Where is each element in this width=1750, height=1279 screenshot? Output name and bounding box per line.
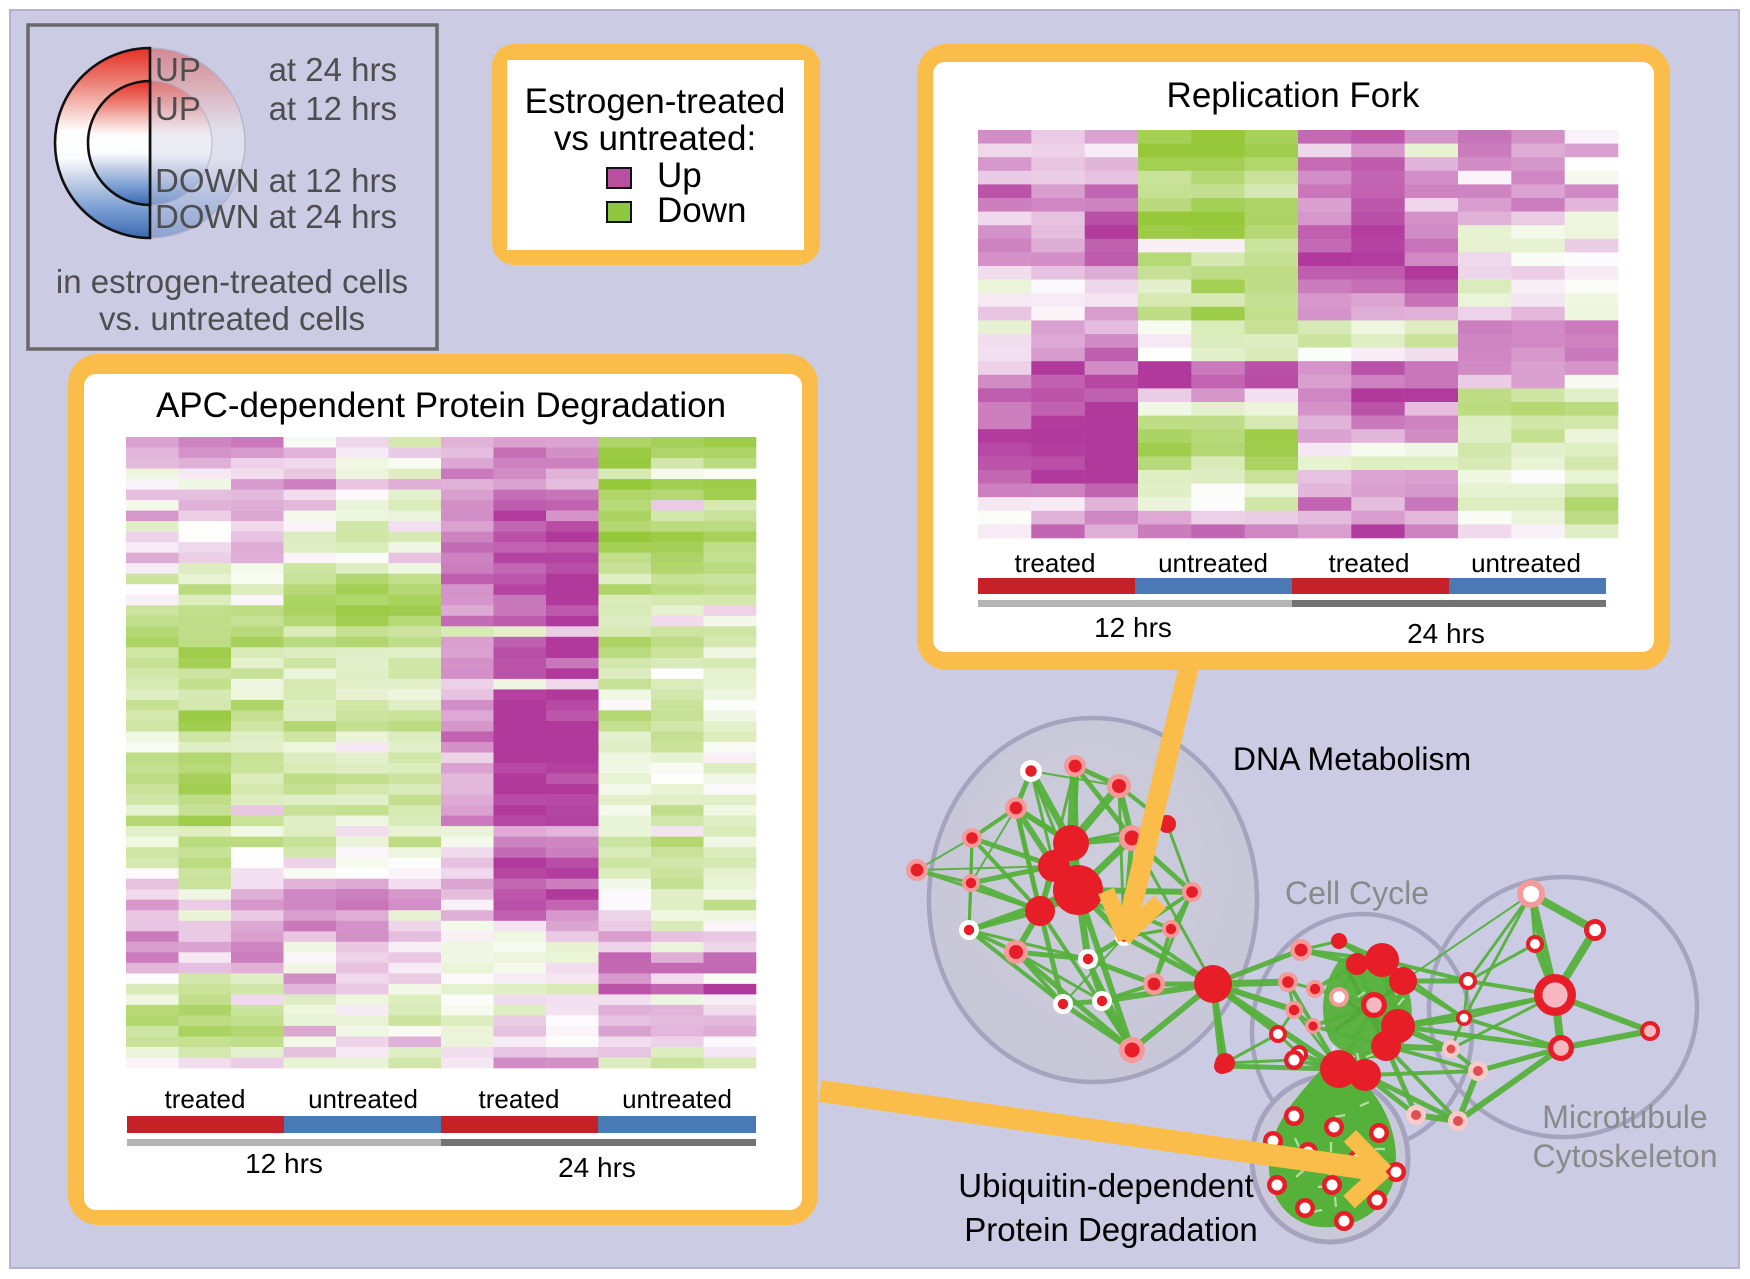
- svg-text:APC-dependent Protein Degradat: APC-dependent Protein Degradation: [156, 386, 726, 425]
- svg-text:at 12 hrs: at 12 hrs: [269, 162, 397, 199]
- svg-text:Protein Degradation: Protein Degradation: [964, 1211, 1258, 1248]
- svg-text:DOWN: DOWN: [155, 162, 259, 199]
- svg-text:Estrogen-treated: Estrogen-treated: [525, 82, 786, 121]
- svg-text:12 hrs: 12 hrs: [245, 1148, 323, 1179]
- svg-text:Ubiquitin-dependent: Ubiquitin-dependent: [958, 1167, 1253, 1204]
- svg-text:Cell Cycle: Cell Cycle: [1285, 875, 1429, 911]
- svg-text:Cytoskeleton: Cytoskeleton: [1533, 1138, 1718, 1174]
- svg-text:DOWN: DOWN: [155, 198, 259, 235]
- svg-text:12 hrs: 12 hrs: [1094, 612, 1172, 643]
- svg-text:untreated: untreated: [308, 1084, 418, 1114]
- svg-text:UP: UP: [155, 51, 201, 88]
- svg-text:untreated: untreated: [1158, 548, 1268, 578]
- svg-text:Replication Fork: Replication Fork: [1167, 76, 1420, 115]
- svg-text:DNA Metabolism: DNA Metabolism: [1233, 741, 1471, 777]
- svg-text:vs untreated:: vs untreated:: [554, 119, 756, 158]
- svg-text:at 24 hrs: at 24 hrs: [269, 198, 397, 235]
- svg-text:vs. untreated cells: vs. untreated cells: [99, 300, 365, 337]
- svg-text:treated: treated: [1015, 548, 1096, 578]
- svg-text:Up: Up: [657, 156, 702, 195]
- svg-text:treated: treated: [1329, 548, 1410, 578]
- svg-text:in estrogen-treated cells: in estrogen-treated cells: [56, 263, 408, 300]
- svg-text:untreated: untreated: [622, 1084, 732, 1114]
- svg-text:Down: Down: [657, 191, 746, 230]
- svg-text:at 24 hrs: at 24 hrs: [269, 51, 397, 88]
- svg-text:untreated: untreated: [1471, 548, 1581, 578]
- svg-text:Microtubule: Microtubule: [1542, 1099, 1707, 1135]
- svg-text:treated: treated: [479, 1084, 560, 1114]
- svg-text:24 hrs: 24 hrs: [558, 1152, 636, 1183]
- svg-text:24 hrs: 24 hrs: [1407, 618, 1485, 649]
- svg-text:at 12 hrs: at 12 hrs: [269, 90, 397, 127]
- svg-text:treated: treated: [165, 1084, 246, 1114]
- svg-text:UP: UP: [155, 90, 201, 127]
